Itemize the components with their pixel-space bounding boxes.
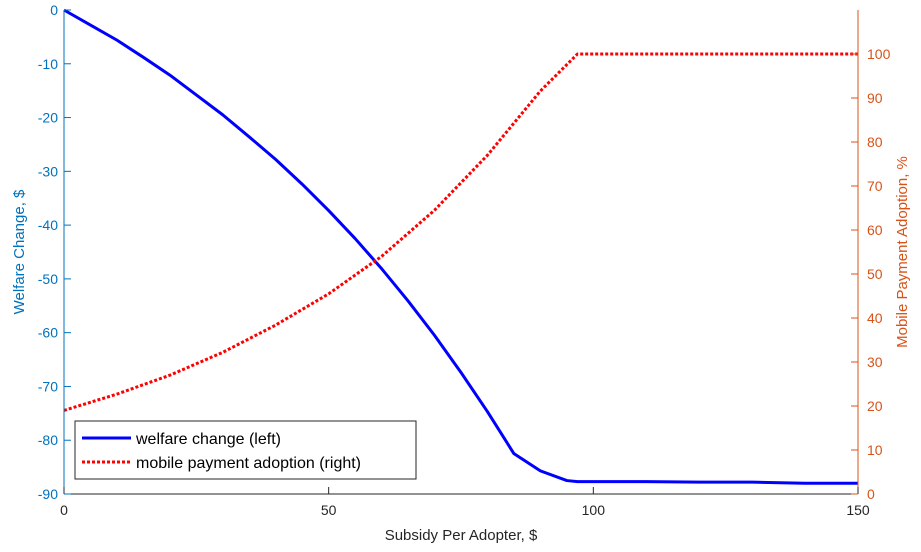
left-y-tick-label: -90 bbox=[38, 486, 58, 502]
legend-welfare-label: welfare change (left) bbox=[135, 431, 281, 448]
left-y-tick-label: -50 bbox=[38, 271, 58, 287]
left-y-tick-label: -70 bbox=[38, 378, 58, 394]
left-y-tick-label: -80 bbox=[38, 432, 58, 448]
right-y-tick-label: 70 bbox=[867, 178, 883, 194]
left-y-tick-label: 0 bbox=[50, 2, 58, 18]
left-y-tick-label: -20 bbox=[38, 110, 58, 126]
right-y-tick-label: 100 bbox=[867, 46, 891, 62]
right-y-tick-label: 90 bbox=[867, 90, 883, 106]
right-axis-title: Mobile Payment Adoption, % bbox=[894, 156, 911, 348]
x-axis-title: Subsidy Per Adopter, $ bbox=[385, 527, 538, 544]
plot-area bbox=[63, 8, 858, 485]
right-y-tick-label: 60 bbox=[867, 222, 883, 238]
right-y-tick-label: 10 bbox=[867, 442, 883, 458]
x-tick-label: 0 bbox=[60, 502, 68, 518]
welfare-series-line bbox=[63, 8, 858, 485]
left-axis-title: Welfare Change, $ bbox=[11, 189, 28, 314]
legend: welfare change (left) mobile payment adop… bbox=[74, 420, 417, 480]
right-y-tick-label: 80 bbox=[867, 134, 883, 150]
right-y-tick-label: 50 bbox=[867, 266, 883, 282]
left-y-tick-label: -30 bbox=[38, 163, 58, 179]
right-y-tick-label: 30 bbox=[867, 354, 883, 370]
left-y-tick-label: -60 bbox=[38, 325, 58, 341]
x-tick-label: 50 bbox=[321, 502, 337, 518]
left-y-tick-label: -40 bbox=[38, 217, 58, 233]
adoption-series-line bbox=[63, 52, 858, 412]
x-tick-label: 100 bbox=[582, 502, 606, 518]
right-y-tick-label: 0 bbox=[867, 486, 875, 502]
legend-box bbox=[74, 420, 417, 480]
right-y-tick-label: 20 bbox=[867, 398, 883, 414]
right-y-tick-label: 40 bbox=[867, 310, 883, 326]
legend-adoption-label: mobile payment adoption (right) bbox=[136, 455, 361, 472]
left-y-tick-label: -10 bbox=[38, 56, 58, 72]
x-tick-label: 150 bbox=[846, 502, 870, 518]
